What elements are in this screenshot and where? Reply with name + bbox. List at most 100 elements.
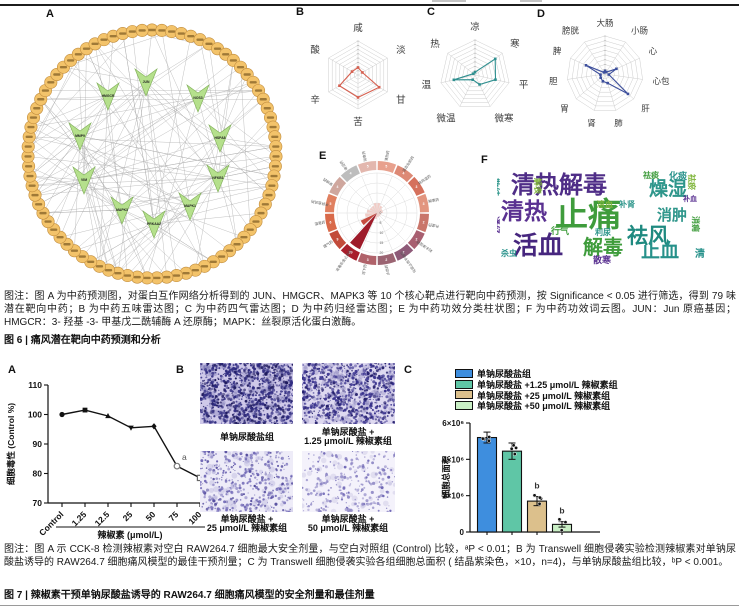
svg-text:VIM: VIM bbox=[81, 178, 87, 182]
svg-text:3: 3 bbox=[423, 202, 425, 206]
svg-text:12.5: 12.5 bbox=[93, 509, 112, 528]
svg-text:6: 6 bbox=[329, 220, 331, 224]
svg-text:平肝息风药: 平肝息风药 bbox=[310, 199, 329, 207]
panel-label-b-fig6: B bbox=[296, 6, 304, 18]
panel-label-a-fig7: A bbox=[8, 364, 16, 376]
svg-text:寒: 寒 bbox=[510, 38, 520, 50]
svg-text:20: 20 bbox=[380, 251, 384, 255]
svg-text:清热药: 清热药 bbox=[383, 150, 390, 162]
svg-text:胆: 胆 bbox=[549, 76, 558, 86]
figure7-title: 图 7 | 辣椒素干预单钠尿酸盐诱导的 RAW264.7 细胞痛风模型的安全剂量… bbox=[4, 590, 375, 601]
svg-text:4: 4 bbox=[337, 185, 339, 189]
legend-swatch bbox=[455, 401, 473, 411]
svg-text:甘: 甘 bbox=[396, 94, 406, 106]
svg-text:理气药: 理气药 bbox=[322, 239, 334, 249]
wordcloud-word: 清热解毒 bbox=[511, 172, 607, 199]
wordcloud-word: 清 bbox=[695, 249, 705, 260]
svg-text:2: 2 bbox=[416, 238, 418, 242]
svg-text:咸: 咸 bbox=[353, 22, 363, 34]
wordcloud-word: 行气 bbox=[551, 226, 570, 236]
svg-text:PRKAA2: PRKAA2 bbox=[147, 222, 161, 226]
wordcloud-word: 祛瘀 bbox=[687, 174, 696, 190]
legend-item: 单钠尿酸盐组 bbox=[455, 368, 618, 379]
svg-text:2×10⁶: 2×10⁶ bbox=[442, 492, 464, 501]
wordcloud-word: 通经 bbox=[497, 216, 500, 235]
cropped-header-artifact bbox=[520, 0, 542, 2]
svg-text:活血化瘀药: 活血化瘀药 bbox=[401, 155, 415, 173]
transwell-group-label: 单钠尿酸盐组 bbox=[219, 432, 274, 442]
transwell-image-msu bbox=[200, 363, 293, 424]
panel-label-d-fig6: D bbox=[537, 8, 545, 20]
svg-text:2: 2 bbox=[402, 251, 404, 255]
panel-label-e-fig6: E bbox=[319, 150, 327, 162]
svg-text:80: 80 bbox=[33, 469, 43, 479]
svg-text:止血药: 止血药 bbox=[383, 264, 390, 276]
panel-label-f-fig6: F bbox=[481, 154, 488, 166]
svg-text:5: 5 bbox=[367, 165, 369, 169]
panel-label-b-fig7: B bbox=[176, 364, 184, 376]
transwell-image-msu-25 bbox=[200, 451, 293, 512]
svg-text:温里药: 温里药 bbox=[314, 219, 326, 226]
efficacy-wordcloud: 清热解毒 燥湿 清热 止痛 消肿 祛风 活血 解毒 止血 散结 通经 凉血 补肾 行气 利尿 散寒 祛痰 化痰 祛瘀… bbox=[497, 170, 712, 268]
wordcloud-word: 祛痰 bbox=[643, 171, 659, 180]
wordcloud-word: 补血 bbox=[683, 196, 697, 203]
svg-text:安神药: 安神药 bbox=[322, 177, 334, 187]
svg-text:4: 4 bbox=[350, 172, 352, 176]
svg-text:10: 10 bbox=[380, 231, 384, 235]
panel-label-c-fig6: C bbox=[427, 6, 435, 18]
svg-text:b: b bbox=[534, 481, 539, 491]
wordcloud-word: 止痛 bbox=[555, 196, 621, 233]
svg-text:NFKB1: NFKB1 bbox=[212, 176, 223, 180]
svg-text:6×10⁶: 6×10⁶ bbox=[442, 419, 464, 428]
svg-text:祛风湿药: 祛风湿药 bbox=[417, 173, 432, 185]
svg-text:补虚药: 补虚药 bbox=[427, 222, 439, 229]
svg-text:消食药: 消食药 bbox=[361, 150, 368, 162]
bottom-divider bbox=[0, 605, 739, 606]
svg-text:a: a bbox=[182, 452, 187, 462]
svg-text:JUN: JUN bbox=[143, 80, 150, 84]
svg-text:凉: 凉 bbox=[470, 21, 480, 33]
legend-label: 单钠尿酸盐 +25 μmol/L 辣椒素组 bbox=[477, 390, 611, 401]
svg-text:25: 25 bbox=[121, 509, 135, 523]
legend: 单钠尿酸盐组 单钠尿酸盐 +1.25 μmol/L 辣椒素组 单钠尿酸盐 +25… bbox=[455, 368, 618, 411]
legend-label: 单钠尿酸盐 +50 μmol/L 辣椒素组 bbox=[477, 401, 611, 412]
wordcloud-word: 消肿 bbox=[657, 207, 688, 224]
svg-text:HSPA8: HSPA8 bbox=[214, 136, 225, 140]
svg-text:0: 0 bbox=[460, 528, 465, 537]
wordcloud-word: 利尿 bbox=[595, 228, 611, 237]
svg-text:心包: 心包 bbox=[653, 76, 670, 86]
wordcloud-word: 杀虫 bbox=[501, 249, 517, 258]
wordcloud-word: 消痈 bbox=[691, 216, 700, 232]
svg-text:3: 3 bbox=[416, 185, 418, 189]
svg-text:解表药: 解表药 bbox=[428, 197, 440, 204]
svg-text:90: 90 bbox=[33, 439, 43, 449]
cck8-line-chart: 70 80 90 100 110 细胞毒性 (Control %) Control 1.25 1… bbox=[6, 380, 210, 540]
transwell-image-msu-50 bbox=[302, 451, 395, 512]
svg-text:心: 心 bbox=[649, 46, 658, 56]
svg-text:泻下药: 泻下药 bbox=[361, 263, 368, 275]
figure6-caption: 图注：图 A 为中药预测图，对蛋白互作网络分析得到的 JUN、HMGCR、MAP… bbox=[4, 291, 736, 329]
svg-text:4×10⁶: 4×10⁶ bbox=[442, 455, 464, 464]
svg-text:酸: 酸 bbox=[310, 44, 320, 56]
wordcloud-word: 散结 bbox=[497, 178, 500, 197]
svg-text:2: 2 bbox=[423, 220, 425, 224]
svg-text:9: 9 bbox=[337, 238, 339, 242]
svg-text:110: 110 bbox=[28, 380, 42, 390]
svg-text:苦: 苦 bbox=[353, 116, 363, 128]
wordcloud-word: 化痰 bbox=[669, 171, 688, 181]
svg-text:MAPK1: MAPK1 bbox=[184, 204, 196, 208]
svg-text:4: 4 bbox=[402, 172, 404, 176]
svg-text:利水渗湿药: 利水渗湿药 bbox=[415, 239, 433, 253]
transwell-group-label: 单钠尿酸盐 + 1.25 μmol/L 辣椒素组 bbox=[304, 427, 392, 447]
svg-text:脾: 脾 bbox=[553, 46, 562, 56]
wordcloud-word: 补肾 bbox=[619, 200, 635, 209]
panel-label-c-fig7: C bbox=[404, 364, 412, 376]
svg-text:5: 5 bbox=[380, 221, 382, 225]
wordcloud-word: 解毒 bbox=[583, 237, 623, 259]
svg-text:NOS3: NOS3 bbox=[193, 96, 202, 100]
svg-text:5: 5 bbox=[385, 165, 387, 169]
svg-text:淡: 淡 bbox=[396, 45, 406, 56]
